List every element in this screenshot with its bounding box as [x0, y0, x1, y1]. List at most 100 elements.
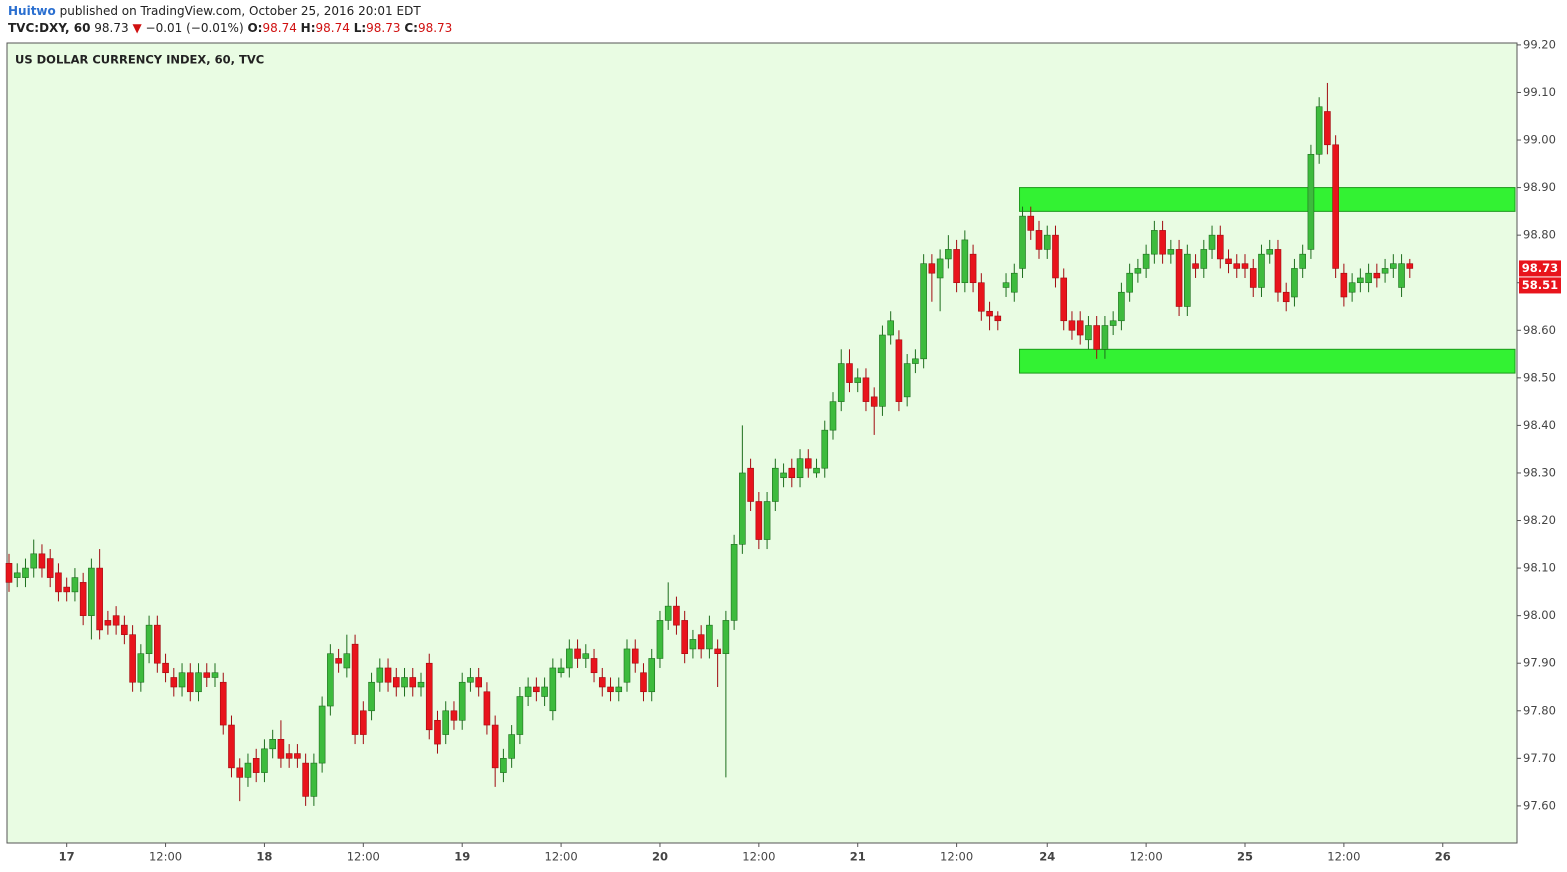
candle-body: [351, 643, 359, 735]
candle-body: [228, 724, 235, 769]
candle-body: [417, 681, 425, 688]
last-price-box: [1519, 260, 1561, 277]
candle-body: [903, 363, 911, 398]
candle-body: [887, 320, 894, 336]
candle-body: [178, 672, 186, 688]
candle-body: [450, 710, 458, 721]
candle-body: [203, 672, 211, 678]
candle-body: [714, 648, 721, 655]
candle-body: [862, 377, 870, 402]
candle-body: [936, 258, 944, 279]
x-tick-label: 12:00: [347, 850, 380, 864]
candle-body: [920, 263, 927, 360]
candle-body: [1093, 325, 1100, 350]
candle-body: [145, 624, 153, 655]
candle-body: [1010, 272, 1018, 293]
candle-body: [409, 677, 417, 688]
candle-body: [1390, 263, 1397, 269]
x-tick-label: 12:00: [940, 850, 973, 864]
candle-body: [1027, 215, 1035, 231]
candle-body: [63, 586, 70, 593]
author[interactable]: Huitwo: [8, 4, 56, 18]
candle-body: [615, 686, 623, 693]
last-price-label: 98.73: [1522, 261, 1558, 275]
h-label: H:: [300, 21, 316, 35]
candle-body: [302, 762, 309, 797]
x-tick-label: 12:00: [1130, 850, 1163, 864]
candle-body: [1167, 249, 1175, 255]
zone: [1019, 348, 1516, 374]
y-tick-label: 98.20: [1523, 513, 1556, 527]
candle-body: [79, 582, 87, 616]
candle-body: [755, 501, 763, 540]
candle-body: [747, 467, 754, 502]
candle-body: [788, 467, 796, 479]
candle-body: [38, 553, 46, 569]
candle-body: [121, 624, 128, 635]
c-value: 98.73: [417, 21, 453, 35]
candle-body: [598, 677, 606, 688]
candle-body: [1216, 234, 1224, 260]
candle-body: [706, 624, 713, 650]
x-tick-label: 24: [1039, 850, 1055, 864]
candle-body: [467, 677, 474, 683]
candle-body: [162, 662, 169, 674]
candle-body: [804, 458, 812, 469]
candle-body: [186, 672, 194, 693]
candle-body: [912, 358, 919, 364]
candle-body: [1076, 320, 1084, 336]
candle-body: [590, 658, 598, 674]
candle-body: [236, 767, 244, 778]
y-tick-label: 97.80: [1523, 703, 1556, 717]
candle-body: [384, 667, 392, 683]
y-tick-label: 98.40: [1523, 418, 1556, 432]
candle-body: [1233, 263, 1241, 269]
candle-body: [1175, 249, 1183, 307]
y-tick-label: 97.90: [1523, 656, 1556, 670]
candle-body: [1406, 263, 1414, 269]
x-tick-label: 25: [1237, 850, 1253, 864]
candle-body: [1109, 320, 1117, 326]
candle-body: [1381, 268, 1389, 274]
candle-body: [261, 748, 268, 773]
candle-body: [1332, 144, 1339, 269]
candle-body: [1357, 277, 1364, 284]
candle-body: [112, 615, 120, 626]
candle-body: [1266, 249, 1274, 255]
y-tick-label: 99.00: [1523, 133, 1556, 147]
c-label: C:: [404, 21, 418, 35]
candle-body: [673, 605, 680, 626]
candle-body: [425, 662, 433, 731]
candle-body: [533, 686, 540, 693]
candle-body: [500, 758, 507, 773]
candle-body: [1249, 268, 1257, 288]
candle-body: [96, 567, 103, 631]
candle-body: [582, 653, 590, 659]
candle-body: [508, 734, 515, 759]
candle-body: [368, 681, 375, 712]
candle-body: [244, 762, 252, 778]
candle-body: [327, 653, 334, 707]
candle-body: [318, 705, 326, 764]
candle-body: [1101, 325, 1109, 350]
candle-body: [442, 710, 450, 735]
plot-area: [6, 42, 1518, 844]
candle-body: [392, 677, 400, 688]
indicator-box: [1519, 277, 1561, 294]
change: −0.01 (−0.01%): [145, 21, 244, 35]
candle-body: [854, 377, 862, 383]
x-tick-label: 17: [59, 850, 75, 864]
candle-body: [252, 758, 260, 773]
candle-body: [5, 563, 13, 583]
candle-body: [401, 677, 408, 688]
candle-body: [285, 753, 293, 759]
candle-body: [1126, 272, 1133, 293]
candle-body: [1159, 230, 1166, 255]
chart-title: US DOLLAR CURRENCY INDEX, 60, TVC: [15, 53, 264, 67]
y-tick-label: 98.90: [1523, 180, 1556, 194]
candle-body: [813, 467, 820, 474]
h-value: 98.74: [315, 21, 350, 35]
candle-body: [434, 719, 441, 745]
candle-body: [722, 620, 730, 655]
